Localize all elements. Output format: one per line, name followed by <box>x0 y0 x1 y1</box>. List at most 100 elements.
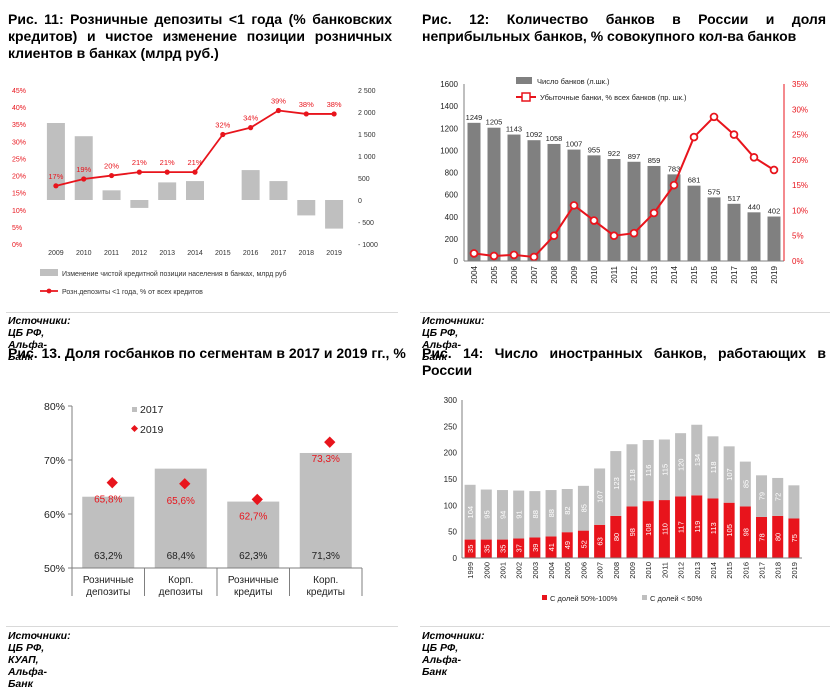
figure-12-title: Рис. 12: Количество банков в России и до… <box>422 11 826 44</box>
x-tick-label: 2018 <box>750 265 759 283</box>
data-label-banks-2014: 783 <box>668 164 681 173</box>
data-label-majority-2006: 52 <box>579 540 588 548</box>
y-left-tick-label: 400 <box>445 213 459 222</box>
bar-minority-2001 <box>496 490 508 540</box>
x-tick-label: 2006 <box>510 265 519 283</box>
bar-majority-2005 <box>561 532 573 558</box>
data-label-majority-2010: 108 <box>644 523 653 536</box>
y-left-tick-label: 1600 <box>440 80 458 89</box>
data-label-banks-2005: 1205 <box>486 118 503 127</box>
bar-minority-2013 <box>691 424 703 496</box>
y-right-tick-label: - 1000 <box>358 242 378 249</box>
point-unprofitable-share-2017 <box>729 130 739 139</box>
data-label-minority-2009: 118 <box>628 469 637 481</box>
legend-swatch-minority <box>642 595 647 600</box>
x-category-label: Розничные <box>228 575 279 586</box>
bar-majority-2010 <box>642 501 654 558</box>
bar-net-position-2018 <box>297 200 316 216</box>
data-label-2019-0: 65,8% <box>94 495 122 506</box>
x-category-label: Корп. <box>313 575 338 586</box>
data-label-banks-2018: 440 <box>748 202 761 211</box>
x-category-label: Корп. <box>168 575 193 586</box>
x-tick-label: 2012 <box>630 265 639 283</box>
data-label-majority-2002: 37 <box>515 544 524 552</box>
x-category-label: Розничные <box>83 575 134 586</box>
y-tick-label: 150 <box>444 475 458 484</box>
data-label-deposits-share-2012: 21% <box>132 158 147 167</box>
data-label-majority-2000: 35 <box>482 545 491 553</box>
data-label-majority-2012: 117 <box>677 521 686 533</box>
bar-banks-2005 <box>487 127 501 262</box>
legend-marker-unprofitable <box>521 92 531 102</box>
x-tick-label: 2008 <box>612 562 621 579</box>
data-label-minority-2008: 123 <box>612 477 621 490</box>
figure-11-separator <box>6 312 398 313</box>
bar-net-position-2011 <box>102 190 121 200</box>
x-tick-label: 2010 <box>644 562 653 579</box>
figure-13-chart: 63,2% 68,4% 62,3% 71,3% 65,8% 65,6% 62,7% 73,3… <box>44 401 363 598</box>
data-label-majority-2011: 110 <box>660 523 669 535</box>
data-label-majority-2004: 41 <box>547 543 556 551</box>
point-unprofitable-share-2006 <box>509 250 519 260</box>
data-label-banks-2008: 1058 <box>546 134 563 143</box>
y-left-tick-label: 20% <box>12 174 26 181</box>
point-unprofitable-share-2014 <box>669 180 679 190</box>
data-label-deposits-share-2010: 19% <box>76 165 91 174</box>
bar-majority-2016 <box>739 506 751 558</box>
data-label-deposits-share-2018: 38% <box>299 100 314 109</box>
legend-label-bars: Изменение чистой кредитной позиции насел… <box>62 270 287 278</box>
point-unprofitable-share-2011 <box>609 231 619 241</box>
x-tick-label: 2016 <box>710 265 719 283</box>
y-right-tick-label: 5% <box>792 232 804 241</box>
x-tick-label: 2019 <box>770 265 779 283</box>
data-label-banks-2004: 1249 <box>466 113 483 122</box>
point-deposits-share-2011 <box>108 172 115 179</box>
x-tick-label: 2009 <box>48 250 64 257</box>
y-right-tick-label: 2 500 <box>358 88 376 95</box>
data-label-2019-3: 73,3% <box>312 454 340 465</box>
y-left-tick-label: 25% <box>12 156 26 163</box>
data-label-banks-2017: 517 <box>728 194 741 203</box>
y-right-tick-label: 10% <box>792 206 808 215</box>
legend-label-banks: Число банков (л.шк.) <box>537 77 610 86</box>
y-right-tick-label: 25% <box>792 131 808 140</box>
legend-label-2019: 2019 <box>140 424 164 436</box>
point-unprofitable-share-2008 <box>549 231 559 241</box>
y-tick-label: 60% <box>44 509 65 521</box>
y-right-tick-label: 35% <box>792 80 808 89</box>
point-deposits-share-2016 <box>248 125 254 131</box>
bar-banks-2012 <box>627 161 641 261</box>
bar-banks-2015 <box>687 185 701 261</box>
point-deposits-share-2019 <box>331 111 337 117</box>
data-label-minority-2012: 120 <box>677 459 686 472</box>
data-label-minority-2015: 107 <box>725 468 734 481</box>
bar-majority-2009 <box>626 506 638 558</box>
data-label-deposits-share-2014: 21% <box>187 158 202 167</box>
bar-minority-2017 <box>756 475 768 517</box>
bar-net-position-2012 <box>130 200 149 208</box>
figure-14-chart: 35 104 35 95 35 94 37 91 39 88 41 88 49 82 52 85 63 107 80… <box>444 396 802 603</box>
x-tick-label: 2014 <box>709 562 718 579</box>
data-label-majority-2008: 80 <box>612 533 621 541</box>
bar-banks-2007 <box>527 140 541 261</box>
bar-majority-2003 <box>529 537 541 558</box>
data-label-majority-2019: 75 <box>790 534 799 542</box>
x-tick-label: 2009 <box>570 265 579 283</box>
bar-minority-2011 <box>658 439 670 501</box>
x-tick-label: 2017 <box>271 250 287 257</box>
data-label-majority-2014: 113 <box>709 522 718 534</box>
figure-13-source: Источники: ЦБ РФ, КУАП, Альфа-Банк <box>8 630 71 690</box>
data-label-minority-2018: 72 <box>774 493 783 501</box>
x-tick-label: 2005 <box>563 562 572 579</box>
point-deposits-share-2015 <box>220 131 226 138</box>
bar-net-position-2016 <box>241 170 260 200</box>
data-label-deposits-share-2011: 20% <box>104 162 119 171</box>
bar-minority-2000 <box>480 489 492 540</box>
bar-majority-2006 <box>577 530 589 558</box>
y-tick-label: 70% <box>44 455 65 467</box>
data-label-majority-2015: 105 <box>725 524 734 537</box>
data-label-majority-2017: 78 <box>758 533 767 541</box>
data-label-deposits-share-2019: 38% <box>327 100 342 109</box>
figure-14-separator <box>420 626 830 627</box>
y-tick-label: 100 <box>444 501 458 510</box>
